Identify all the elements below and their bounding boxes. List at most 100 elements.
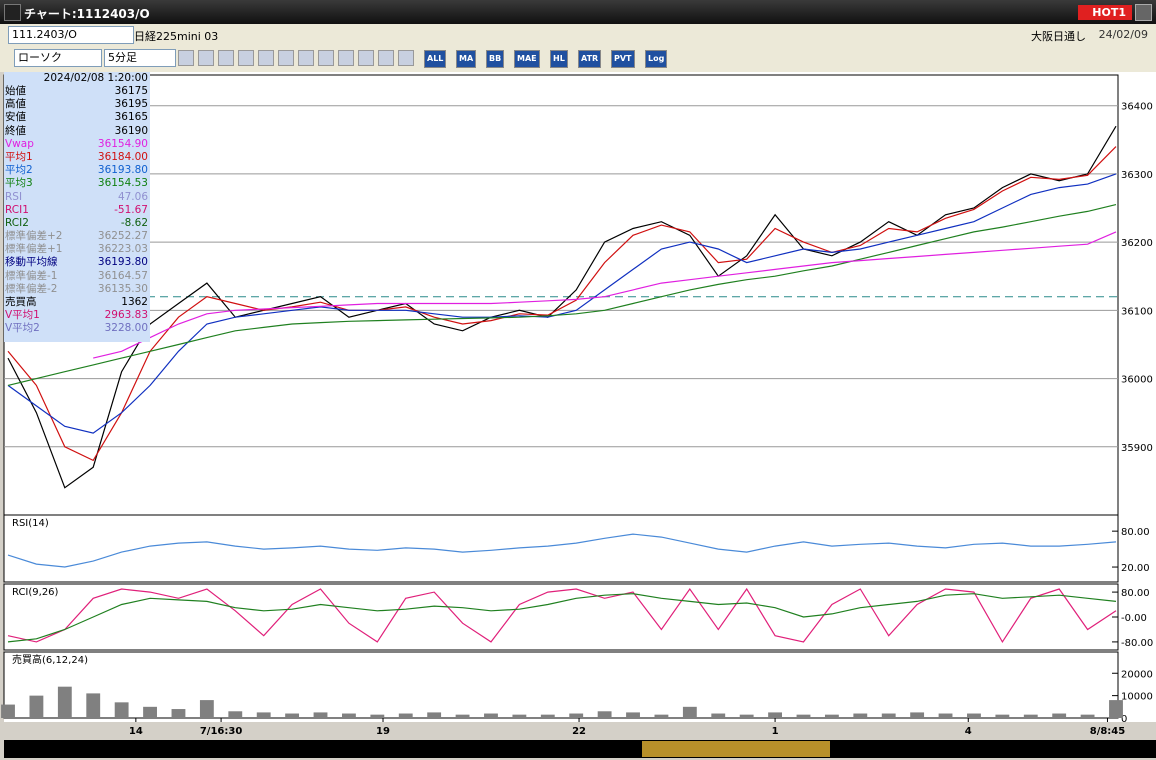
- series-line: [7, 173, 1117, 434]
- info-value: -8.62: [120, 216, 148, 229]
- info-value: 2963.83: [104, 309, 148, 322]
- info-value: 36195: [114, 98, 148, 111]
- info-value: 36223.03: [97, 243, 148, 256]
- info-label: 標準偏差+2: [5, 230, 63, 243]
- y-tick-label: 20.00: [1121, 563, 1150, 574]
- info-value: 36184.00: [97, 150, 148, 163]
- volume-bar: [824, 714, 839, 718]
- volume-bar: [427, 712, 442, 718]
- x-tick-label: 8/8:45: [1090, 726, 1126, 737]
- info-panel: 2024/02/08 1:20:00 始値 36175 高値 36195 安値 36165…: [4, 72, 150, 342]
- x-tick-label: 19: [376, 726, 390, 737]
- tool-button[interactable]: BB: [486, 50, 505, 68]
- y-tick-label: 36100: [1121, 306, 1153, 317]
- tool-button[interactable]: MA: [456, 50, 477, 68]
- info-value: 36135.30: [97, 282, 148, 295]
- close-button[interactable]: [1135, 4, 1152, 21]
- panel-frame: [3, 651, 1119, 719]
- volume-bar: [29, 695, 44, 718]
- volume-bar: [597, 711, 612, 718]
- info-label: V平均2: [5, 322, 40, 335]
- tool-bar: ローソク 5分足 ALL MA BB MAE HL ATR PVT Log: [0, 46, 1156, 72]
- symbol-input[interactable]: 111.2403/O: [8, 26, 134, 44]
- window-title: チャート:1112403/O: [24, 7, 150, 21]
- info-row: RSI 47.06: [4, 191, 150, 204]
- series-line: [7, 587, 1117, 644]
- y-tick-label: 20000: [1121, 669, 1153, 680]
- scrollbar[interactable]: [4, 740, 1156, 758]
- market: 大阪日通し: [1031, 30, 1086, 43]
- info-label: 売買高: [5, 296, 37, 308]
- tool-button[interactable]: MAE: [514, 50, 540, 68]
- info-row: 標準偏差+1 36223.03: [4, 243, 150, 256]
- chart-type-select[interactable]: ローソク: [14, 49, 102, 67]
- y-tick-label: 36000: [1121, 375, 1153, 386]
- tool-icon[interactable]: [338, 50, 354, 66]
- volume-bar: [171, 709, 186, 718]
- volume-bar: [57, 686, 72, 718]
- volume-bar: [739, 714, 754, 718]
- tool-icon[interactable]: [198, 50, 214, 66]
- volume-bar: [768, 712, 783, 718]
- tool-icon[interactable]: [358, 50, 374, 66]
- tool-button[interactable]: PVT: [611, 50, 635, 68]
- info-row: 安値 36165: [4, 111, 150, 124]
- y-tick-label: 80.00: [1121, 527, 1150, 538]
- info-row: 平均3 36154.53: [4, 177, 150, 190]
- series-line: [93, 231, 1117, 359]
- scroll-thumb[interactable]: [642, 741, 830, 757]
- volume-bar: [341, 713, 356, 718]
- tool-icon[interactable]: [178, 50, 194, 66]
- tool-icon[interactable]: [378, 50, 394, 66]
- info-row: 終値 36190: [4, 125, 150, 138]
- volume-bar: [682, 706, 697, 718]
- volume-bar: [1109, 700, 1123, 718]
- hot-badge[interactable]: HOT1: [1078, 5, 1132, 20]
- tool-button[interactable]: HL: [550, 50, 568, 68]
- info-row: 平均2 36193.80: [4, 164, 150, 177]
- info-value: 1362: [121, 296, 148, 308]
- tool-icon[interactable]: [218, 50, 234, 66]
- info-value: 36193.80: [97, 256, 148, 269]
- info-value: 36154.53: [97, 177, 148, 190]
- volume-bar: [455, 714, 470, 718]
- volume-bar: [228, 711, 243, 718]
- tool-icon[interactable]: [318, 50, 334, 66]
- interval-select[interactable]: 5分足: [104, 49, 176, 67]
- y-tick-label: 36300: [1121, 170, 1153, 181]
- panel-title: 売買高(6,12,24): [12, 653, 88, 666]
- info-label: 標準偏差-2: [5, 282, 58, 295]
- info-value: 47.06: [117, 190, 148, 203]
- info-row: 始値 36175: [4, 85, 150, 98]
- volume-bar: [86, 693, 101, 718]
- info-row: V平均2 3228.00: [4, 322, 150, 335]
- tool-icon[interactable]: [238, 50, 254, 66]
- tool-icon[interactable]: [258, 50, 274, 66]
- tool-button[interactable]: ALL: [424, 50, 447, 68]
- info-label: 平均2: [5, 164, 33, 177]
- volume-bar: [143, 706, 157, 718]
- panel-frame: [3, 514, 1119, 583]
- info-row: 標準偏差+2 36252.27: [4, 230, 150, 243]
- tool-icon[interactable]: [398, 50, 414, 66]
- y-tick-label: 35900: [1121, 443, 1153, 454]
- tool-button[interactable]: Log: [645, 50, 668, 68]
- tool-button[interactable]: ATR: [578, 50, 602, 68]
- info-row: 高値 36195: [4, 98, 150, 111]
- plot-background: [4, 72, 1156, 722]
- y-tick-label: -80.00: [1121, 638, 1153, 649]
- volume-bar: [626, 712, 640, 718]
- y-tick-label: 0: [1121, 714, 1127, 725]
- tool-icon[interactable]: [298, 50, 314, 66]
- info-label: 標準偏差-1: [5, 269, 58, 282]
- tool-icon[interactable]: [278, 50, 294, 66]
- info-label: 移動平均線: [5, 256, 58, 269]
- volume-bar: [967, 713, 981, 718]
- x-tick-label: 4: [965, 726, 972, 737]
- series-line: [7, 204, 1117, 386]
- volume-bar: [285, 713, 300, 718]
- info-label: Vwap: [5, 137, 34, 150]
- app-icon: [4, 4, 21, 21]
- panel-title: RSI(14): [12, 518, 49, 529]
